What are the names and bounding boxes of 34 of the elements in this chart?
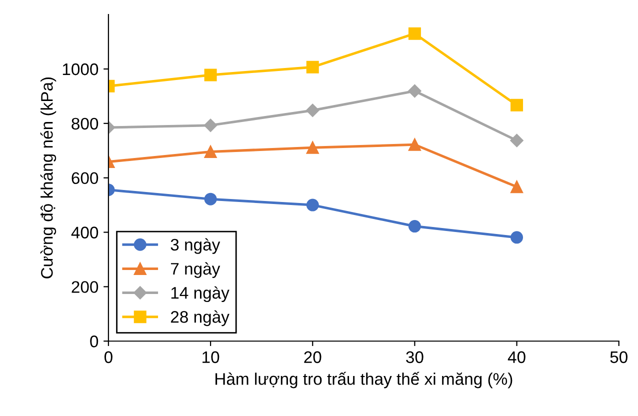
legend-label: 3 ngày — [170, 238, 220, 254]
point — [510, 231, 524, 244]
y-axis-title: Cường độ kháng nén (kPa) — [40, 77, 56, 278]
legend-label: 28 ngày — [170, 310, 230, 326]
point — [306, 141, 319, 154]
point — [204, 68, 217, 82]
legend-label: 14 ngày — [171, 286, 230, 302]
x-tick-label: 30 — [406, 351, 424, 364]
point — [306, 198, 319, 212]
x-tick-label: 10 — [202, 351, 220, 364]
y-tick-label: 800 — [72, 118, 98, 130]
point — [408, 84, 422, 98]
y-tick-label: 200 — [72, 281, 98, 293]
point — [408, 27, 421, 40]
point — [408, 138, 421, 151]
point — [306, 104, 320, 117]
point — [204, 145, 217, 158]
point — [510, 134, 524, 148]
x-tick-label: 0 — [104, 351, 112, 364]
y-tick-label: 1000 — [62, 63, 98, 76]
point — [510, 98, 524, 112]
x-axis-title: Hàm lượng tro trấu thay thế xi măng (%) — [216, 372, 512, 388]
x-tick-label: 50 — [610, 351, 628, 364]
x-tick-label: 40 — [508, 351, 526, 364]
x-tick-label: 20 — [304, 351, 322, 364]
y-tick-label: 0 — [90, 336, 98, 348]
point — [306, 60, 319, 74]
point — [204, 118, 218, 132]
y-tick-label: 600 — [72, 172, 98, 184]
point — [204, 192, 217, 206]
legend-label: 7 ngày — [170, 262, 220, 278]
y-tick-label: 400 — [71, 226, 98, 238]
point — [408, 220, 421, 233]
point — [510, 180, 524, 194]
